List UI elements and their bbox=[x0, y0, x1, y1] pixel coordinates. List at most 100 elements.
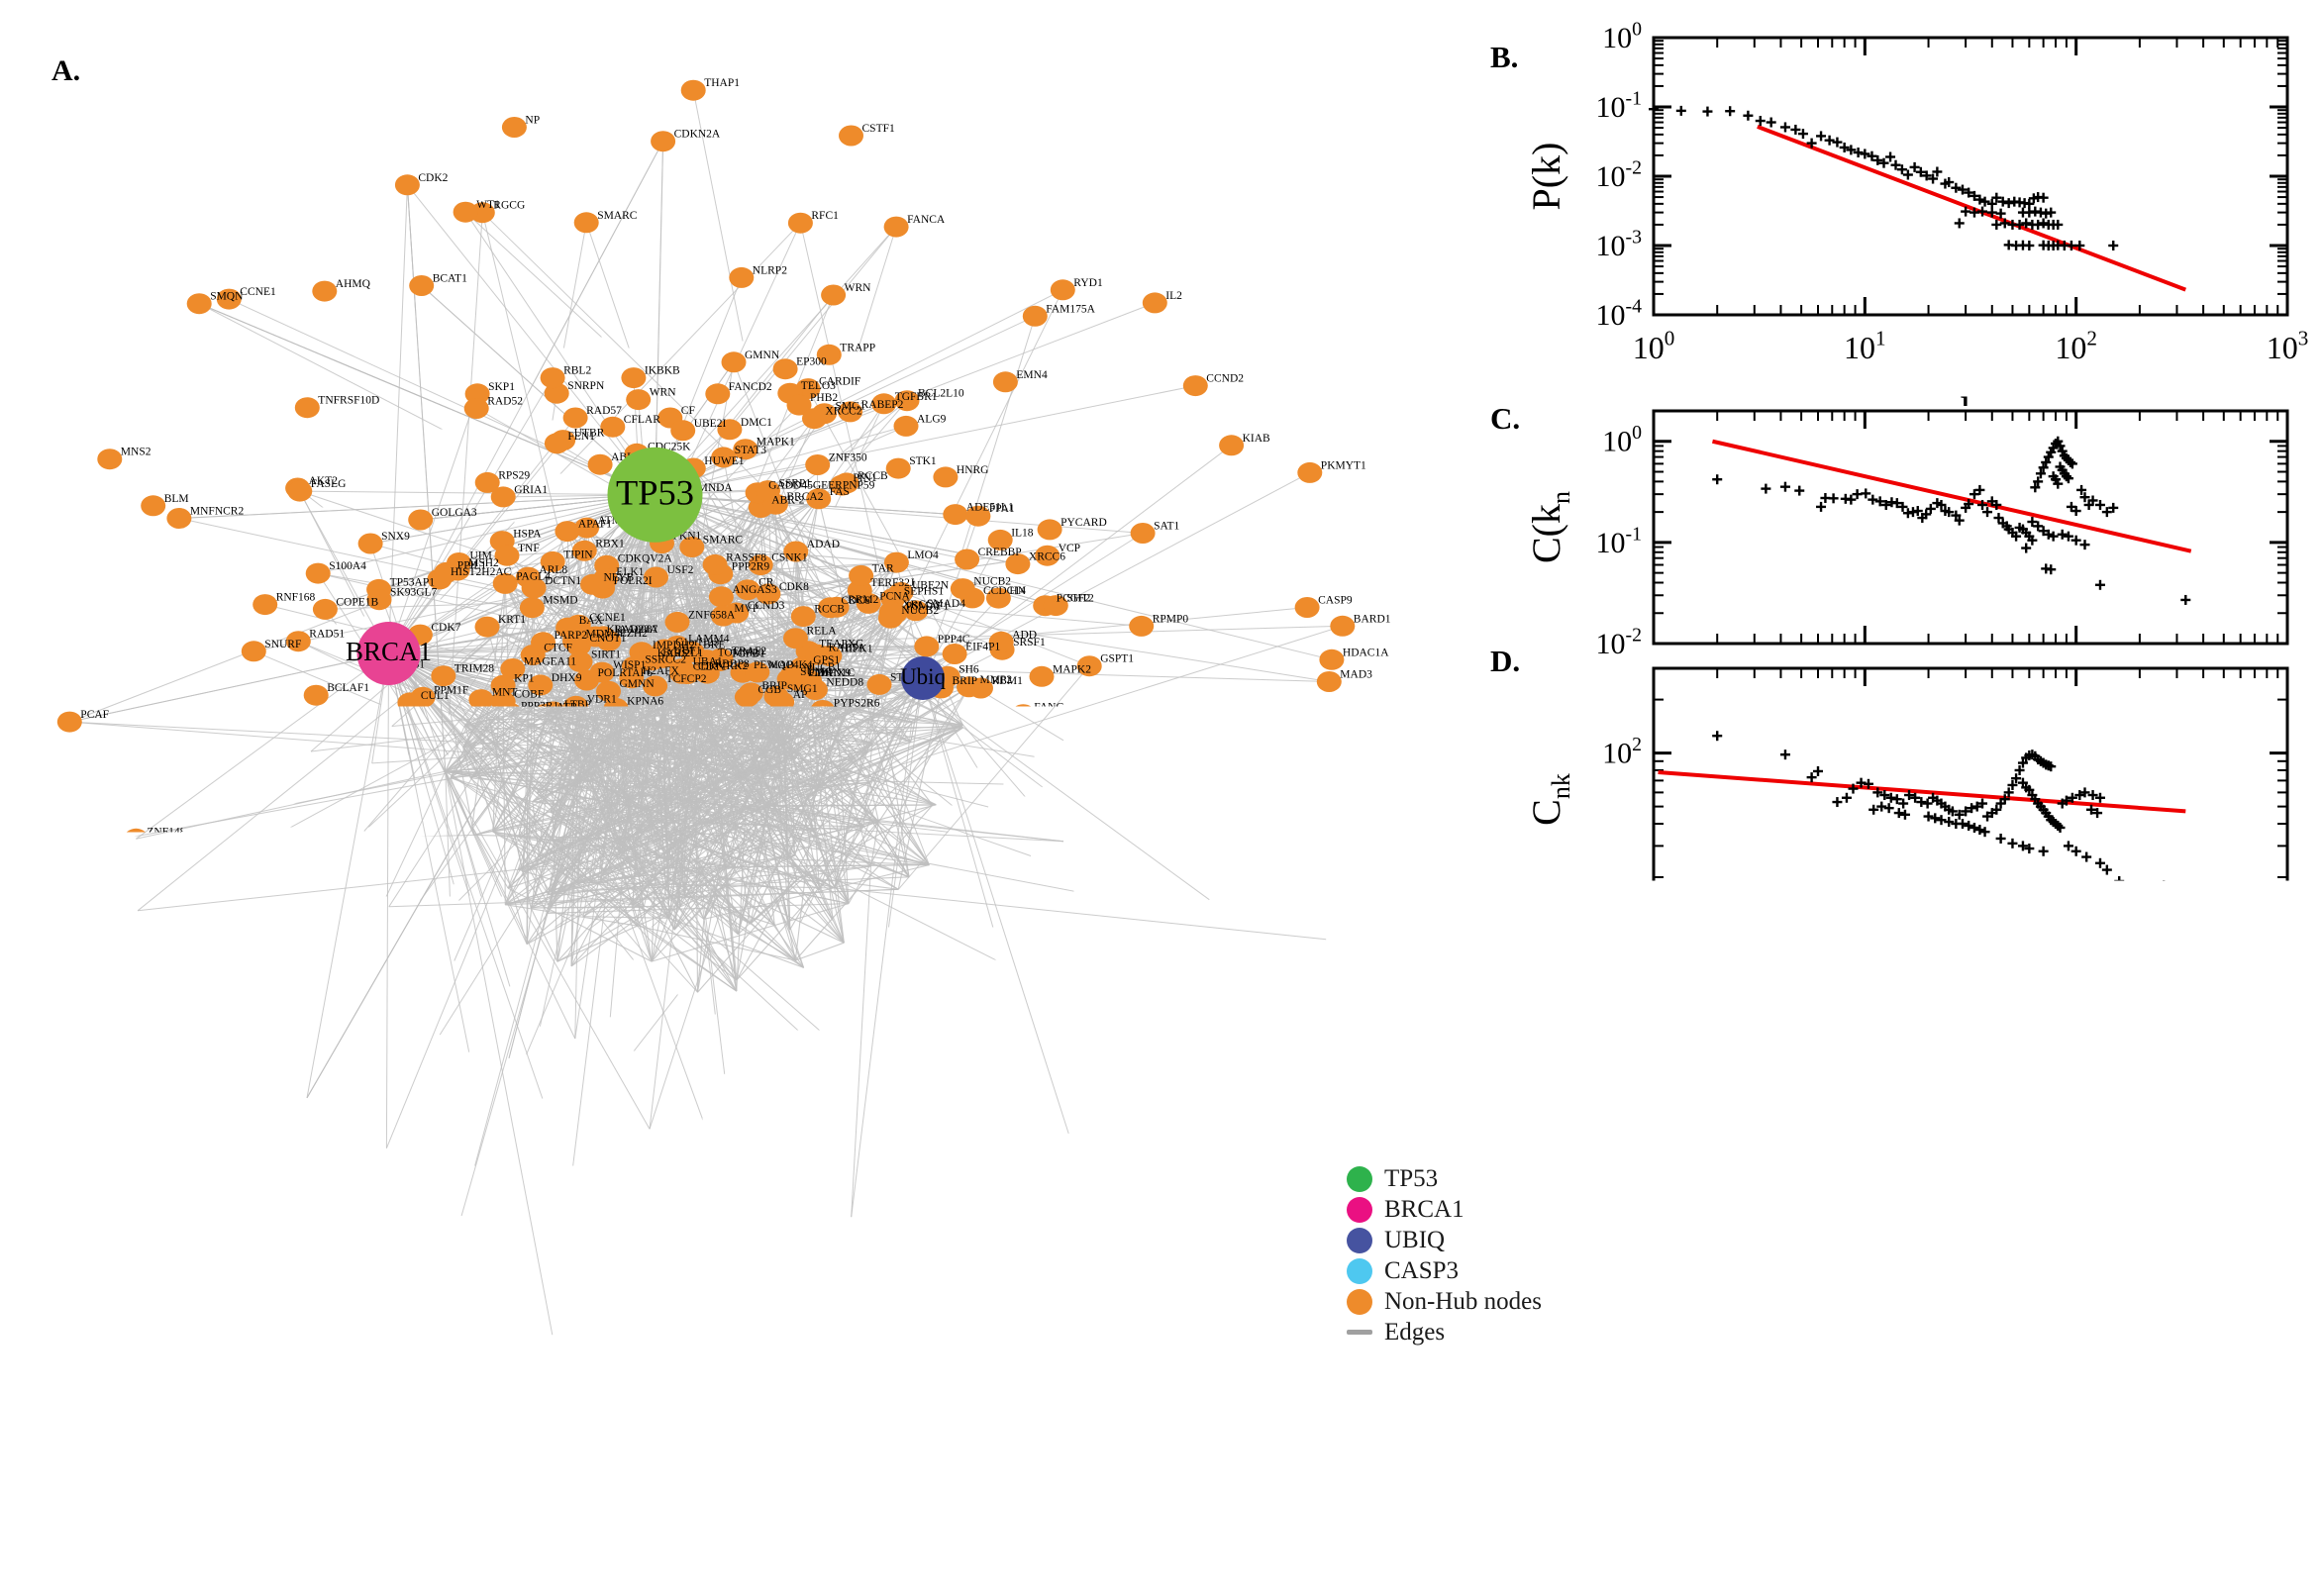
network-node bbox=[773, 358, 798, 379]
network-node-label: CDPS3 bbox=[1078, 912, 1113, 924]
network-node-label: PCAF bbox=[80, 709, 109, 721]
network-node-label: MPK2 bbox=[902, 929, 933, 941]
network-node-label: CHEK2 bbox=[874, 814, 911, 826]
network-node bbox=[379, 716, 404, 737]
network-node-label: PPM1D bbox=[618, 722, 655, 734]
network-node bbox=[540, 1325, 564, 1346]
network-node-label: ZSCHE8 bbox=[768, 1158, 810, 1170]
network-node bbox=[775, 1019, 800, 1040]
network-node-label: TSG101 bbox=[860, 761, 899, 773]
network-node-label: FLT3 bbox=[882, 853, 907, 865]
network-node-label: RP2R bbox=[825, 818, 853, 830]
network-node bbox=[825, 1269, 850, 1290]
network-node-label: EID1 bbox=[476, 911, 501, 923]
network-legend: TP53 BRCA1 UBIQ CASP3 Non-Hub nodes Edge… bbox=[1347, 1163, 1574, 1347]
network-node-label: RBX1 bbox=[595, 538, 625, 549]
network-node-label: BRE bbox=[703, 639, 725, 650]
network-node-label: EP300 bbox=[796, 356, 827, 368]
network-node-label: GJA1 bbox=[660, 1116, 687, 1128]
y-axis-title: Cnk bbox=[1524, 773, 1575, 826]
network-node bbox=[428, 1025, 453, 1046]
network-node-label: ACTL7A bbox=[729, 1046, 773, 1057]
network-node bbox=[621, 367, 646, 388]
network-node-label: CF bbox=[681, 405, 695, 417]
network-node-label: PDLP2 bbox=[485, 1098, 519, 1110]
legend-label-tp53: TP53 bbox=[1384, 1165, 1438, 1193]
network-node-label: ITGB1BP3 bbox=[1337, 927, 1389, 939]
network-node-label: RANBP2 bbox=[893, 1072, 937, 1084]
network-node bbox=[729, 1213, 754, 1234]
network-node-label: HDAC1A bbox=[1343, 647, 1389, 658]
network-node bbox=[1057, 1123, 1081, 1144]
network-node-label: S2 bbox=[669, 998, 681, 1010]
network-node-label: CDC6 bbox=[841, 595, 870, 607]
network-node-label: YY1 bbox=[554, 1070, 576, 1082]
network-node-label: ADM bbox=[680, 905, 707, 917]
network-node-label: KRT5 bbox=[1220, 887, 1248, 899]
network-node-label: DHX9 bbox=[552, 672, 582, 684]
panel-d-plot: 101102100101102103Cnkkn bbox=[1456, 624, 2323, 1040]
network-node-label: MYBBP1A bbox=[742, 851, 796, 863]
network-node-label: MDM4 bbox=[586, 629, 621, 641]
network-node-label: PCNA bbox=[1042, 844, 1072, 855]
network-node-label: CSTF1 bbox=[862, 123, 895, 135]
network-node bbox=[313, 599, 338, 620]
network-node bbox=[839, 126, 863, 147]
network-node bbox=[858, 856, 883, 877]
network-node bbox=[358, 534, 383, 554]
network-node-label: SUMU bbox=[648, 743, 681, 754]
network-node-label: AFIB bbox=[1162, 1191, 1189, 1203]
network-node-label: FEN1 bbox=[567, 431, 595, 443]
panel-d-letter: D. bbox=[1490, 644, 1520, 679]
network-node bbox=[805, 454, 830, 475]
network-node-label: SERPINB3 bbox=[449, 926, 501, 938]
network-node-label: POLE bbox=[546, 731, 574, 743]
network-hub-label: TP53 bbox=[616, 473, 694, 513]
network-node-label: FAS bbox=[375, 819, 395, 831]
network-node-label: PDESA bbox=[551, 1014, 587, 1026]
panel-b-letter: B. bbox=[1490, 40, 1518, 75]
network-node bbox=[306, 563, 331, 584]
network-node-label: THRB bbox=[589, 1014, 620, 1026]
network-node bbox=[802, 821, 827, 842]
network-node-label: CSNK1 bbox=[771, 552, 808, 564]
network-node bbox=[783, 628, 808, 648]
network-node-label: TOPORS bbox=[1003, 1152, 1047, 1164]
network-node bbox=[991, 774, 1016, 795]
network-node bbox=[409, 275, 434, 296]
network-hub-label: Ubiq bbox=[900, 664, 946, 689]
network-node-label: NBN bbox=[1074, 829, 1099, 841]
network-node-label: CASP8 bbox=[642, 837, 676, 848]
axis-tick-label: 10-1 bbox=[1596, 523, 1642, 559]
network-node-label: ATR bbox=[556, 702, 578, 714]
legend-item-tp53: TP53 bbox=[1347, 1163, 1574, 1194]
legend-label-ubiq: UBIQ bbox=[1384, 1227, 1445, 1254]
network-node-label: USP7 bbox=[844, 908, 870, 920]
network-node-label: ADD bbox=[529, 856, 554, 868]
network-node-label: TNFRSF10A bbox=[605, 1291, 667, 1303]
axis-tick-label: 100 bbox=[1633, 943, 1675, 981]
network-node-label: MSMD bbox=[543, 595, 577, 607]
fit-line bbox=[1712, 442, 2190, 551]
network-node-label: CLSPN bbox=[586, 1026, 622, 1038]
network-node-label: HMGB2 bbox=[898, 1039, 939, 1050]
network-node-label: MTPN bbox=[224, 881, 256, 893]
network-node bbox=[979, 827, 1004, 848]
network-node bbox=[497, 976, 522, 997]
network-node bbox=[312, 824, 337, 845]
network-node bbox=[943, 504, 967, 525]
network-node-label: GSTR bbox=[909, 876, 939, 888]
network-node-label: CDS bbox=[403, 714, 425, 726]
network-node-label: MNS2 bbox=[121, 447, 152, 458]
network-node-label: CTCF bbox=[544, 643, 572, 654]
network-node-label: EGR1 bbox=[621, 1004, 650, 1016]
network-node-label: XRCC2 bbox=[826, 406, 862, 418]
network-node-label: IL18 bbox=[1011, 527, 1034, 539]
network-node-label: MCM2 bbox=[563, 1322, 597, 1334]
network-node bbox=[456, 1042, 481, 1062]
network-node-label: NFKB1 bbox=[542, 895, 578, 907]
network-node-label: TRAF2 bbox=[732, 646, 766, 657]
network-node-label: CCL15 bbox=[511, 1214, 545, 1226]
network-node-label: FANCD2 bbox=[729, 381, 772, 393]
network-node bbox=[640, 951, 664, 972]
